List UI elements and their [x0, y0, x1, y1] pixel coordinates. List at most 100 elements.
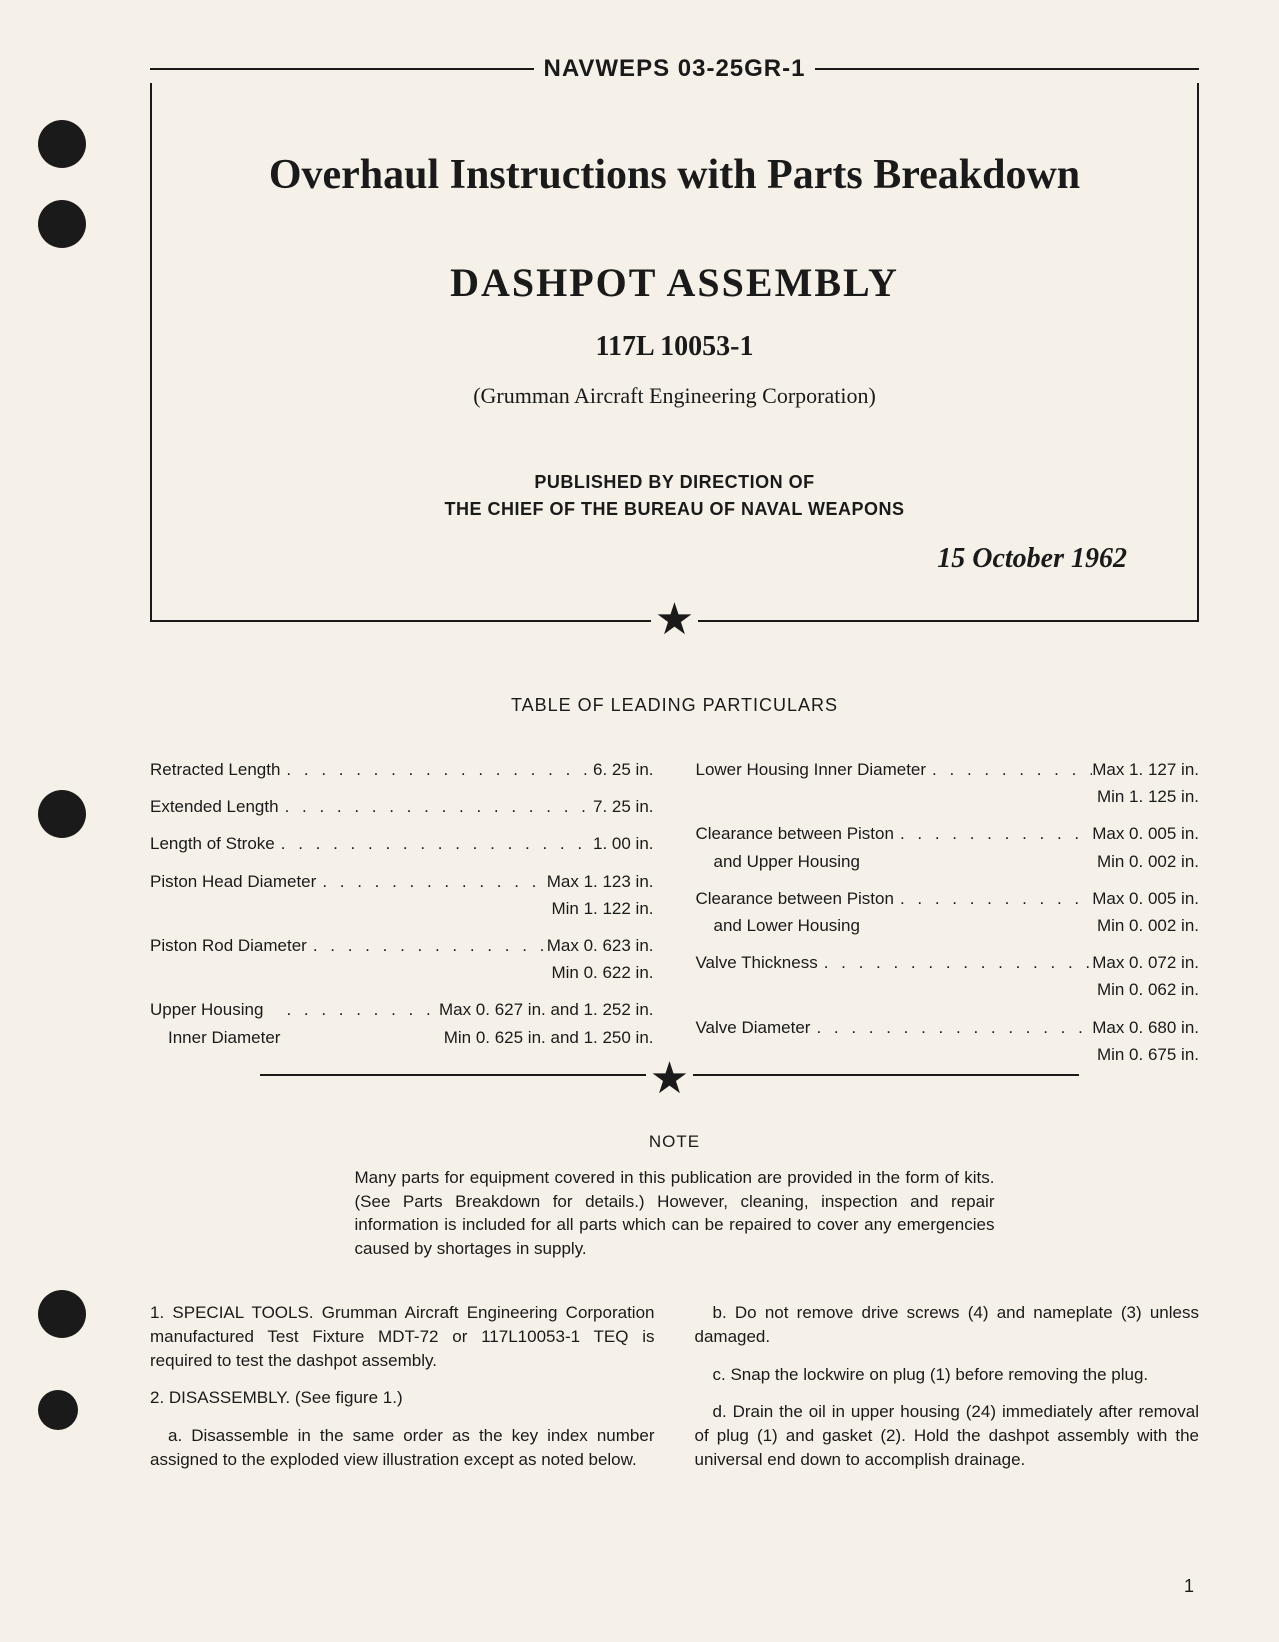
particulars-value: Max 0. 005 in.Min 0. 002 in.: [1092, 820, 1199, 874]
particulars-value-line: Min 0. 062 in.: [1092, 976, 1199, 1003]
particulars-value: 1. 00 in.: [593, 830, 654, 857]
particulars-value-line: Max 0. 623 in.: [547, 932, 654, 959]
particulars-value: Max 0. 072 in.Min 0. 062 in.: [1092, 949, 1199, 1003]
binder-hole: [38, 120, 86, 168]
body-section: NOTE Many parts for equipment covered in…: [150, 1130, 1199, 1486]
particulars-row: Lower Housing Inner Diameter. . . . . . …: [695, 756, 1199, 810]
particulars-value-line: 7. 25 in.: [593, 793, 654, 820]
particulars-row: Valve Diameter. . . . . . . . . . . . . …: [695, 1014, 1199, 1068]
particulars-value-line: 6. 25 in.: [593, 756, 654, 783]
particulars-value-line: Max 0. 005 in.: [1092, 885, 1199, 912]
binder-hole: [38, 200, 86, 248]
particulars-label: Length of Stroke: [150, 830, 275, 857]
particulars-value-line: Max 1. 127 in.: [1092, 756, 1199, 783]
paragraph: a. Disassemble in the same order as the …: [150, 1424, 655, 1472]
leader-dots: . . . . . . . . . . . . . . . . . . . . …: [316, 868, 546, 895]
particulars-label: Lower Housing Inner Diameter: [695, 756, 926, 783]
particulars-value: Max 0. 005 in.Min 0. 002 in.: [1092, 885, 1199, 939]
leader-dots: . . . . . . . . . . . . . . . . . . . . …: [279, 793, 593, 820]
particulars-label: Clearance between Piston: [695, 885, 893, 912]
particulars-column-right: Lower Housing Inner Diameter. . . . . . …: [695, 756, 1199, 1078]
binder-hole: [38, 1290, 86, 1338]
publication-date: 15 October 1962: [212, 543, 1137, 575]
note-text: Many parts for equipment covered in this…: [355, 1166, 995, 1261]
particulars-value: Max 0. 627 in. and 1. 252 in.Min 0. 625 …: [439, 996, 654, 1050]
leader-dots: . . . . . . . . . . . . . . . . . . . . …: [280, 756, 593, 783]
particulars-row: Length of Stroke. . . . . . . . . . . . …: [150, 830, 654, 857]
particulars-value: Max 1. 123 in.Min 1. 122 in.: [547, 868, 654, 922]
particulars-value-line: Min 1. 122 in.: [547, 895, 654, 922]
document-number: NAVWEPS 03-25GR-1: [534, 55, 816, 83]
particulars-row: Extended Length. . . . . . . . . . . . .…: [150, 793, 654, 820]
manufacturer: (Grumman Aircraft Engineering Corporatio…: [212, 383, 1137, 409]
particulars-value-line: Max 0. 627 in. and 1. 252 in.: [439, 996, 654, 1023]
paragraph: d. Drain the oil in upper housing (24) i…: [695, 1400, 1200, 1471]
title-box: Overhaul Instructions with Parts Breakdo…: [150, 83, 1199, 622]
paragraph: 1. SPECIAL TOOLS. Grumman Aircraft Engin…: [150, 1301, 655, 1372]
particulars-value-line: Min 0. 625 in. and 1. 250 in.: [439, 1024, 654, 1051]
star-icon: ★: [646, 1069, 693, 1089]
particulars-value-line: Max 0. 680 in.: [1092, 1014, 1199, 1041]
particulars-value-line: Min 1. 125 in.: [1092, 783, 1199, 810]
note-heading: NOTE: [150, 1130, 1199, 1154]
particulars-row: Valve Thickness. . . . . . . . . . . . .…: [695, 949, 1199, 1003]
title-box-top-border: NAVWEPS 03-25GR-1: [150, 55, 1199, 83]
paragraph: b. Do not remove drive screws (4) and na…: [695, 1301, 1200, 1349]
particulars-value: 6. 25 in.: [593, 756, 654, 783]
particulars-value-line: Min 0. 002 in.: [1092, 912, 1199, 939]
particulars-label: and Upper Housing: [695, 848, 893, 875]
particulars-label: Valve Thickness: [695, 949, 817, 976]
leader-dots: . . . . . . . . . . . . . . . . . . . . …: [810, 1014, 1092, 1041]
leader-dots: . . . . . . . . . . . . . . . . . . . . …: [280, 996, 439, 1023]
particulars-row: Piston Rod Diameter. . . . . . . . . . .…: [150, 932, 654, 986]
particulars-value-line: 1. 00 in.: [593, 830, 654, 857]
star-icon: ★: [651, 598, 698, 642]
part-number: 117L 10053-1: [212, 331, 1137, 363]
particulars-label: Valve Diameter: [695, 1014, 810, 1041]
particulars-value-line: Max 0. 072 in.: [1092, 949, 1199, 976]
particulars-label: Extended Length: [150, 793, 279, 820]
leader-dots: . . . . . . . . . . . . . . . . . . . . …: [894, 885, 1092, 912]
particulars-label: Piston Head Diameter: [150, 868, 316, 895]
star-divider: ★: [152, 598, 1197, 642]
particulars-label: Upper Housing: [150, 996, 280, 1023]
particulars-row: Upper HousingInner Diameter. . . . . . .…: [150, 996, 654, 1050]
particulars-row: Clearance between Pistonand Upper Housin…: [695, 820, 1199, 874]
particulars-label: and Lower Housing: [695, 912, 893, 939]
body-columns: 1. SPECIAL TOOLS. Grumman Aircraft Engin…: [150, 1301, 1199, 1486]
document-title: Overhaul Instructions with Parts Breakdo…: [212, 151, 1137, 199]
leader-dots: . . . . . . . . . . . . . . . . . . . . …: [307, 932, 547, 959]
page-number: 1: [1184, 1576, 1194, 1597]
particulars-row: Retracted Length. . . . . . . . . . . . …: [150, 756, 654, 783]
assembly-name: DASHPOT ASSEMBLY: [212, 259, 1137, 306]
particulars-label: Inner Diameter: [150, 1024, 280, 1051]
paragraph: 2. DISASSEMBLY. (See figure 1.): [150, 1386, 655, 1410]
particulars-label: Piston Rod Diameter: [150, 932, 307, 959]
particulars-label: Clearance between Piston: [695, 820, 893, 847]
binder-hole: [38, 1390, 78, 1430]
paragraph: c. Snap the lockwire on plug (1) before …: [695, 1363, 1200, 1387]
particulars-value: Max 1. 127 in.Min 1. 125 in.: [1092, 756, 1199, 810]
publisher-line: PUBLISHED BY DIRECTION OF: [534, 472, 814, 492]
particulars-value: Max 0. 680 in.Min 0. 675 in.: [1092, 1014, 1199, 1068]
leader-dots: . . . . . . . . . . . . . . . . . . . . …: [926, 756, 1092, 783]
leader-dots: . . . . . . . . . . . . . . . . . . . . …: [275, 830, 593, 857]
particulars-value-line: Min 0. 675 in.: [1092, 1041, 1199, 1068]
binder-hole: [38, 790, 86, 838]
publisher: PUBLISHED BY DIRECTION OF THE CHIEF OF T…: [212, 469, 1137, 523]
particulars-value: 7. 25 in.: [593, 793, 654, 820]
leader-dots: . . . . . . . . . . . . . . . . . . . . …: [894, 820, 1092, 847]
particulars-label: Retracted Length: [150, 756, 280, 783]
particulars-value: Max 0. 623 in.Min 0. 622 in.: [547, 932, 654, 986]
particulars-value-line: Min 0. 002 in.: [1092, 848, 1199, 875]
particulars-value-line: Max 1. 123 in.: [547, 868, 654, 895]
particulars-table: Retracted Length. . . . . . . . . . . . …: [150, 756, 1199, 1078]
title-container: NAVWEPS 03-25GR-1 Overhaul Instructions …: [150, 55, 1199, 622]
star-divider: ★: [260, 1065, 1079, 1085]
particulars-row: Piston Head Diameter. . . . . . . . . . …: [150, 868, 654, 922]
publisher-line: THE CHIEF OF THE BUREAU OF NAVAL WEAPONS: [444, 499, 904, 519]
particulars-row: Clearance between Pistonand Lower Housin…: [695, 885, 1199, 939]
particulars-value-line: Max 0. 005 in.: [1092, 820, 1199, 847]
page-root: NAVWEPS 03-25GR-1 Overhaul Instructions …: [0, 0, 1279, 1642]
particulars-section: TABLE OF LEADING PARTICULARS Retracted L…: [150, 695, 1199, 1078]
